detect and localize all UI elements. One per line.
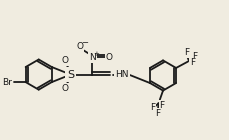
Text: HN: HN bbox=[115, 70, 128, 79]
Text: F: F bbox=[189, 58, 194, 67]
Text: O: O bbox=[105, 53, 112, 62]
Text: F: F bbox=[154, 109, 159, 118]
Text: O: O bbox=[61, 84, 68, 93]
Text: +: + bbox=[93, 51, 99, 57]
Text: F: F bbox=[150, 103, 155, 112]
Text: F: F bbox=[184, 48, 189, 57]
Text: S: S bbox=[67, 70, 74, 80]
Text: O: O bbox=[76, 42, 83, 51]
Text: N: N bbox=[88, 53, 95, 62]
Text: −: − bbox=[81, 38, 88, 47]
Text: O: O bbox=[61, 56, 68, 65]
Text: Br: Br bbox=[2, 78, 12, 87]
Text: F: F bbox=[159, 101, 164, 110]
Text: F: F bbox=[191, 52, 196, 61]
